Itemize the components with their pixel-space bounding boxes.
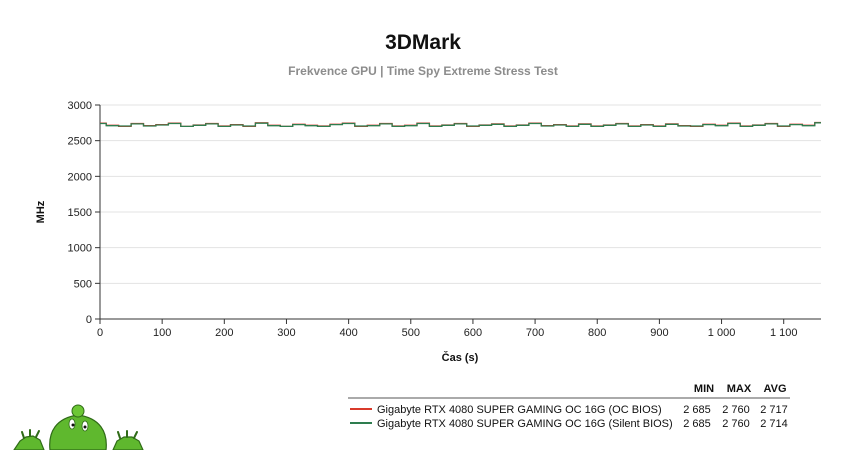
y-tick-label: 2000: [68, 171, 92, 183]
y-ticks: 0 500 1000 1500 2000 2500 3000: [68, 100, 100, 326]
legend-avg-oc: 2 717: [760, 404, 788, 416]
x-tick-label: 0: [97, 327, 103, 339]
legend-header-max: MAX: [727, 383, 752, 395]
legend-avg-silent: 2 714: [760, 418, 788, 430]
x-tick-label: 1 000: [708, 327, 736, 339]
legend-min-silent: 2 685: [683, 418, 711, 430]
legend-label-silent: Gigabyte RTX 4080 SUPER GAMING OC 16G (S…: [377, 418, 673, 430]
legend-header-avg: AVG: [763, 383, 786, 395]
legend-max-silent: 2 760: [722, 418, 750, 430]
y-tick-label: 500: [74, 278, 92, 290]
x-axis-label: Čas (s): [442, 351, 479, 364]
chart-subtitle: Frekvence GPU | Time Spy Extreme Stress …: [288, 64, 558, 78]
y-tick-label: 1000: [68, 243, 92, 255]
x-tick-label: 400: [339, 327, 357, 339]
x-tick-label: 200: [215, 327, 233, 339]
y-tick-label: 2500: [68, 136, 92, 148]
x-tick-label: 700: [526, 327, 544, 339]
legend: MIN MAX AVG Gigabyte RTX 4080 SUPER GAMI…: [348, 383, 790, 430]
y-axis-label: MHz: [35, 200, 47, 223]
x-tick-label: 300: [277, 327, 295, 339]
legend-header-min: MIN: [694, 383, 714, 395]
chart-title: 3DMark: [385, 31, 461, 54]
x-tick-label: 900: [650, 327, 668, 339]
legend-label-oc: Gigabyte RTX 4080 SUPER GAMING OC 16G (O…: [377, 404, 662, 416]
y-tick-label: 3000: [68, 100, 92, 112]
legend-max-oc: 2 760: [722, 404, 750, 416]
x-ticks: 0 100 200 300 400 500 600 700 800 900 1 000 1 100: [97, 319, 798, 339]
gridlines: [100, 104, 821, 284]
series-lines: [100, 121, 821, 128]
x-tick-label: 600: [464, 327, 482, 339]
legend-min-oc: 2 685: [683, 404, 711, 416]
x-tick-label: 500: [402, 327, 420, 339]
y-tick-label: 1500: [68, 207, 92, 219]
x-tick-label: 100: [153, 327, 171, 339]
x-tick-label: 1 100: [770, 327, 798, 339]
green-mascot-icon: [13, 404, 144, 450]
series-line-1: [100, 122, 821, 128]
y-tick-label: 0: [86, 314, 92, 326]
x-tick-label: 800: [588, 327, 606, 339]
